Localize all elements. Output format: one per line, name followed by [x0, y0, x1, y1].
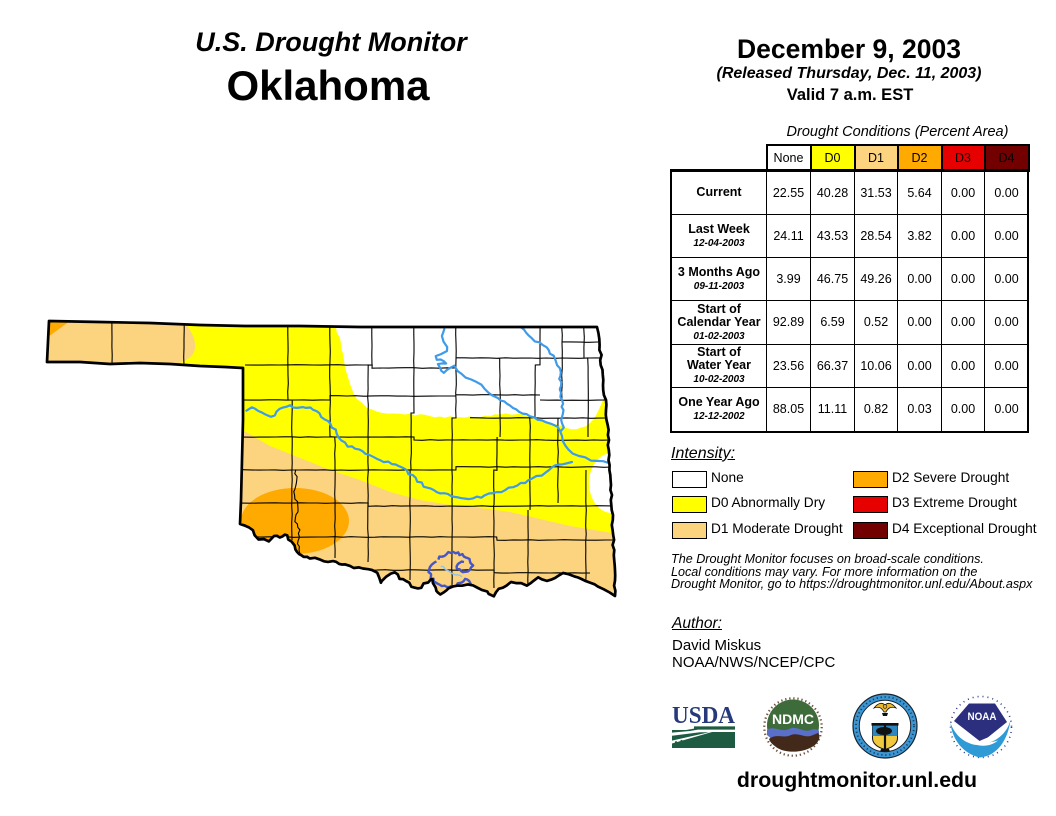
svg-text:NDMC: NDMC [772, 711, 814, 727]
svg-text:USDA: USDA [672, 703, 736, 729]
svg-text:NOAA: NOAA [968, 711, 997, 723]
